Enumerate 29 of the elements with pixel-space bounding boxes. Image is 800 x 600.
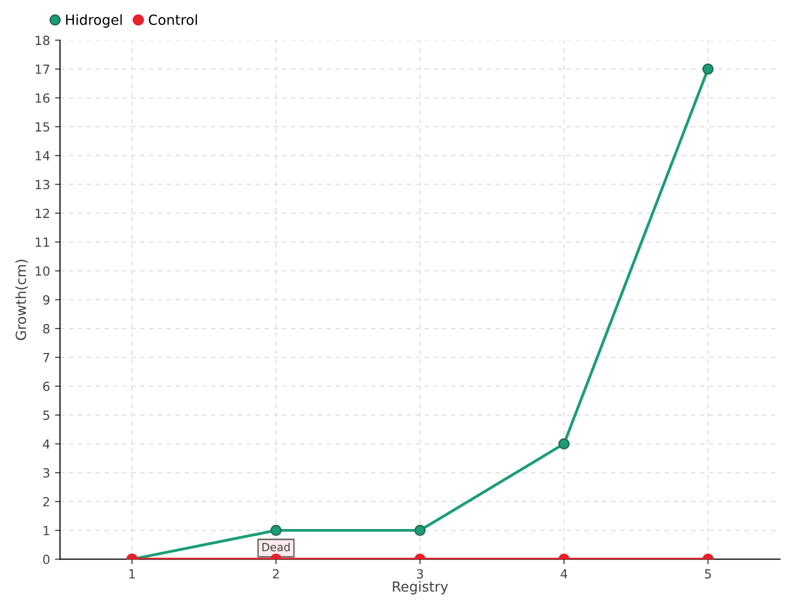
legend-label: Control bbox=[148, 14, 197, 26]
y-tick-label: 11 bbox=[36, 238, 50, 247]
y-tick-label: 12 bbox=[36, 208, 50, 218]
y-tick-label: 15 bbox=[36, 122, 50, 132]
y-tick-label: 8 bbox=[43, 324, 50, 334]
x-tick-label: 1 bbox=[129, 569, 135, 578]
x-axis-title: Registry bbox=[392, 581, 448, 594]
y-tick-label: 4 bbox=[42, 440, 50, 449]
y-tick-label: 14 bbox=[36, 151, 50, 160]
y-tick-label: 13 bbox=[36, 180, 50, 190]
annotation: Dead bbox=[262, 542, 290, 552]
x-tick-label: 5 bbox=[704, 569, 711, 579]
y-tick-label: 1 bbox=[44, 526, 50, 536]
y-tick-label: 6 bbox=[43, 382, 50, 392]
x-tick-label: 3 bbox=[416, 569, 423, 579]
y-axis-title: Growth(cm) bbox=[15, 260, 28, 340]
y-tick-label: 17 bbox=[36, 64, 50, 74]
legend-label: Hidrogel bbox=[66, 14, 122, 28]
y-tick-label: 0 bbox=[43, 554, 50, 564]
x-tick-label: 4 bbox=[560, 569, 568, 578]
y-tick-label: 18 bbox=[36, 36, 50, 46]
y-tick-label: 7 bbox=[43, 353, 50, 362]
y-tick-label: 5 bbox=[43, 410, 50, 420]
y-tick-label: 16 bbox=[36, 93, 50, 103]
y-tick-label: 9 bbox=[43, 295, 50, 305]
y-tick-label: 3 bbox=[43, 468, 50, 478]
y-tick-label: 2 bbox=[43, 497, 50, 506]
y-tick-label: 10 bbox=[36, 266, 50, 276]
x-tick-label: 2 bbox=[272, 569, 279, 578]
